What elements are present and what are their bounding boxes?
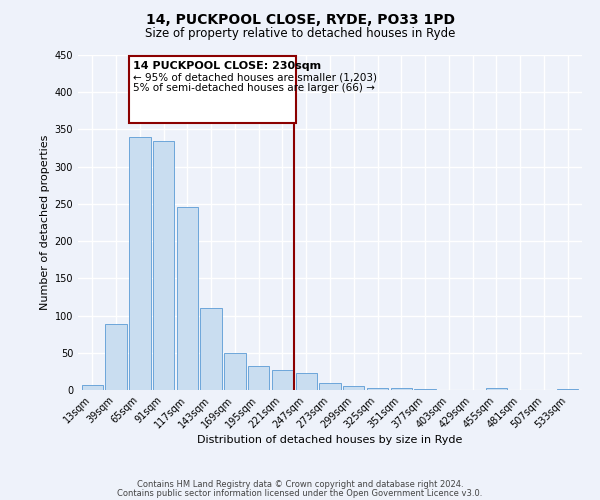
X-axis label: Distribution of detached houses by size in Ryde: Distribution of detached houses by size … — [197, 436, 463, 446]
Text: Contains public sector information licensed under the Open Government Licence v3: Contains public sector information licen… — [118, 488, 482, 498]
Bar — [200, 308, 222, 390]
Bar — [343, 386, 364, 390]
Bar — [486, 388, 507, 390]
Bar — [129, 137, 151, 390]
Bar — [153, 142, 174, 390]
Bar — [367, 388, 388, 390]
Text: ← 95% of detached houses are smaller (1,203): ← 95% of detached houses are smaller (1,… — [133, 73, 377, 83]
Text: Contains HM Land Registry data © Crown copyright and database right 2024.: Contains HM Land Registry data © Crown c… — [137, 480, 463, 489]
Bar — [176, 207, 198, 390]
Text: 14 PUCKPOOL CLOSE: 230sqm: 14 PUCKPOOL CLOSE: 230sqm — [133, 61, 322, 71]
Text: 14, PUCKPOOL CLOSE, RYDE, PO33 1PD: 14, PUCKPOOL CLOSE, RYDE, PO33 1PD — [146, 12, 455, 26]
Bar — [319, 382, 341, 390]
Bar — [224, 353, 245, 390]
Bar — [82, 385, 103, 390]
Bar — [557, 388, 578, 390]
Bar — [415, 388, 436, 390]
Bar — [391, 388, 412, 390]
Text: 5% of semi-detached houses are larger (66) →: 5% of semi-detached houses are larger (6… — [133, 84, 375, 94]
Y-axis label: Number of detached properties: Number of detached properties — [40, 135, 50, 310]
Bar — [296, 373, 317, 390]
FancyBboxPatch shape — [129, 56, 296, 124]
Bar — [272, 370, 293, 390]
Text: Size of property relative to detached houses in Ryde: Size of property relative to detached ho… — [145, 28, 455, 40]
Bar — [106, 324, 127, 390]
Bar — [248, 366, 269, 390]
